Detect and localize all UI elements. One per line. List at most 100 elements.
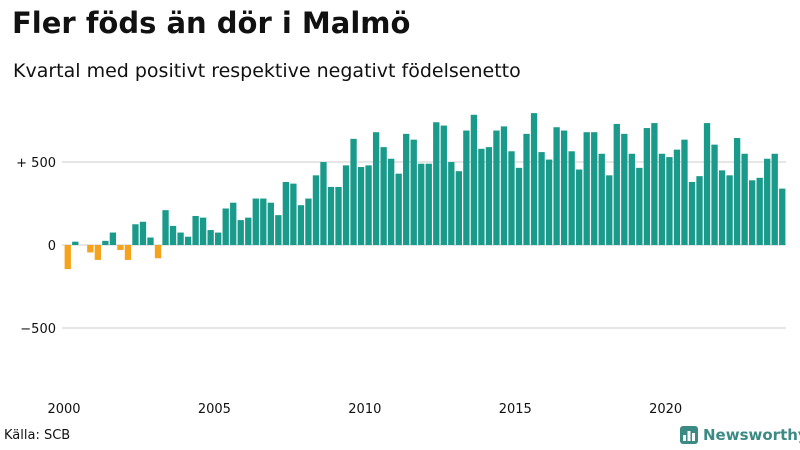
bar (666, 157, 673, 245)
bar (327, 186, 335, 245)
bar (478, 148, 485, 245)
bar (771, 153, 778, 245)
bar (756, 177, 763, 245)
bar (365, 165, 372, 245)
bar (696, 176, 703, 245)
bar (252, 198, 259, 245)
bar (184, 236, 192, 245)
x-tick-label: 2020 (649, 402, 682, 417)
bar (418, 163, 425, 245)
bar (493, 130, 500, 245)
bar (87, 245, 94, 253)
bar (230, 202, 237, 245)
bar (621, 133, 628, 245)
x-tick-label: 2015 (499, 402, 532, 417)
bar (222, 208, 229, 245)
bar (199, 217, 207, 245)
bar (297, 205, 305, 245)
bar (560, 130, 568, 245)
bar (162, 210, 169, 245)
bar (591, 132, 598, 245)
bar (553, 127, 560, 245)
bar (636, 167, 643, 245)
bar (673, 149, 681, 245)
bar (350, 138, 357, 245)
bar (764, 158, 771, 245)
bar (357, 167, 365, 245)
bar (109, 232, 117, 245)
bar (530, 113, 538, 246)
bar (703, 123, 711, 245)
x-tick-label: 2000 (47, 402, 80, 417)
bar (455, 171, 462, 245)
bar (643, 128, 651, 245)
bar (628, 153, 635, 245)
chart-title: Fler föds än dör i Malmö (12, 6, 411, 40)
bar (658, 153, 666, 245)
bar (741, 153, 748, 245)
y-tick-label: −500 (20, 322, 56, 337)
bar (718, 170, 726, 245)
bar (267, 202, 274, 245)
bar (500, 126, 508, 245)
bar (688, 181, 696, 245)
y-tick-label: 0 (48, 239, 56, 254)
bar (388, 158, 395, 245)
bar (207, 230, 214, 245)
bar (433, 122, 440, 245)
bar (711, 144, 718, 245)
bar (568, 151, 575, 245)
bar (613, 123, 620, 245)
x-tick-label: 2010 (348, 402, 381, 417)
bar (380, 147, 387, 245)
y-tick-label: + 500 (16, 156, 56, 171)
bar (64, 245, 71, 270)
bar (139, 221, 147, 245)
bar (245, 217, 252, 245)
bar (342, 165, 350, 245)
bar (177, 232, 184, 245)
bar (538, 152, 545, 245)
bar (117, 245, 124, 250)
bar (508, 151, 515, 245)
bar (425, 163, 432, 245)
bar (470, 114, 478, 245)
bar (72, 241, 79, 245)
bar (124, 245, 132, 260)
bar (260, 198, 267, 245)
brand-logo[interactable]: Newsworthy (680, 426, 800, 444)
bar (651, 123, 658, 245)
x-tick-label: 2005 (198, 402, 231, 417)
bar (275, 215, 282, 245)
chart-subtitle: Kvartal med positivt respektive negativt… (13, 60, 521, 82)
bar (681, 139, 688, 245)
bar (147, 237, 154, 245)
bar (545, 159, 553, 245)
bar (485, 147, 493, 245)
bar (237, 220, 244, 245)
bar (403, 133, 410, 245)
bar (132, 224, 139, 245)
bar (583, 132, 590, 245)
bar (523, 133, 530, 245)
bar (440, 125, 447, 245)
bar (410, 139, 417, 245)
bar (290, 183, 297, 245)
bar (372, 132, 380, 245)
newsworthy-chart-logo-icon (680, 426, 698, 444)
bar (726, 175, 733, 245)
bar (515, 167, 523, 245)
bar (154, 245, 162, 259)
bar (94, 245, 101, 260)
bar (320, 162, 327, 245)
bar (169, 225, 177, 245)
bar (312, 175, 320, 245)
bar (606, 175, 613, 245)
bar (576, 169, 583, 245)
bar (395, 173, 402, 245)
source-note: Källa: SCB (4, 428, 71, 443)
bar (215, 232, 222, 245)
bar (733, 138, 741, 245)
